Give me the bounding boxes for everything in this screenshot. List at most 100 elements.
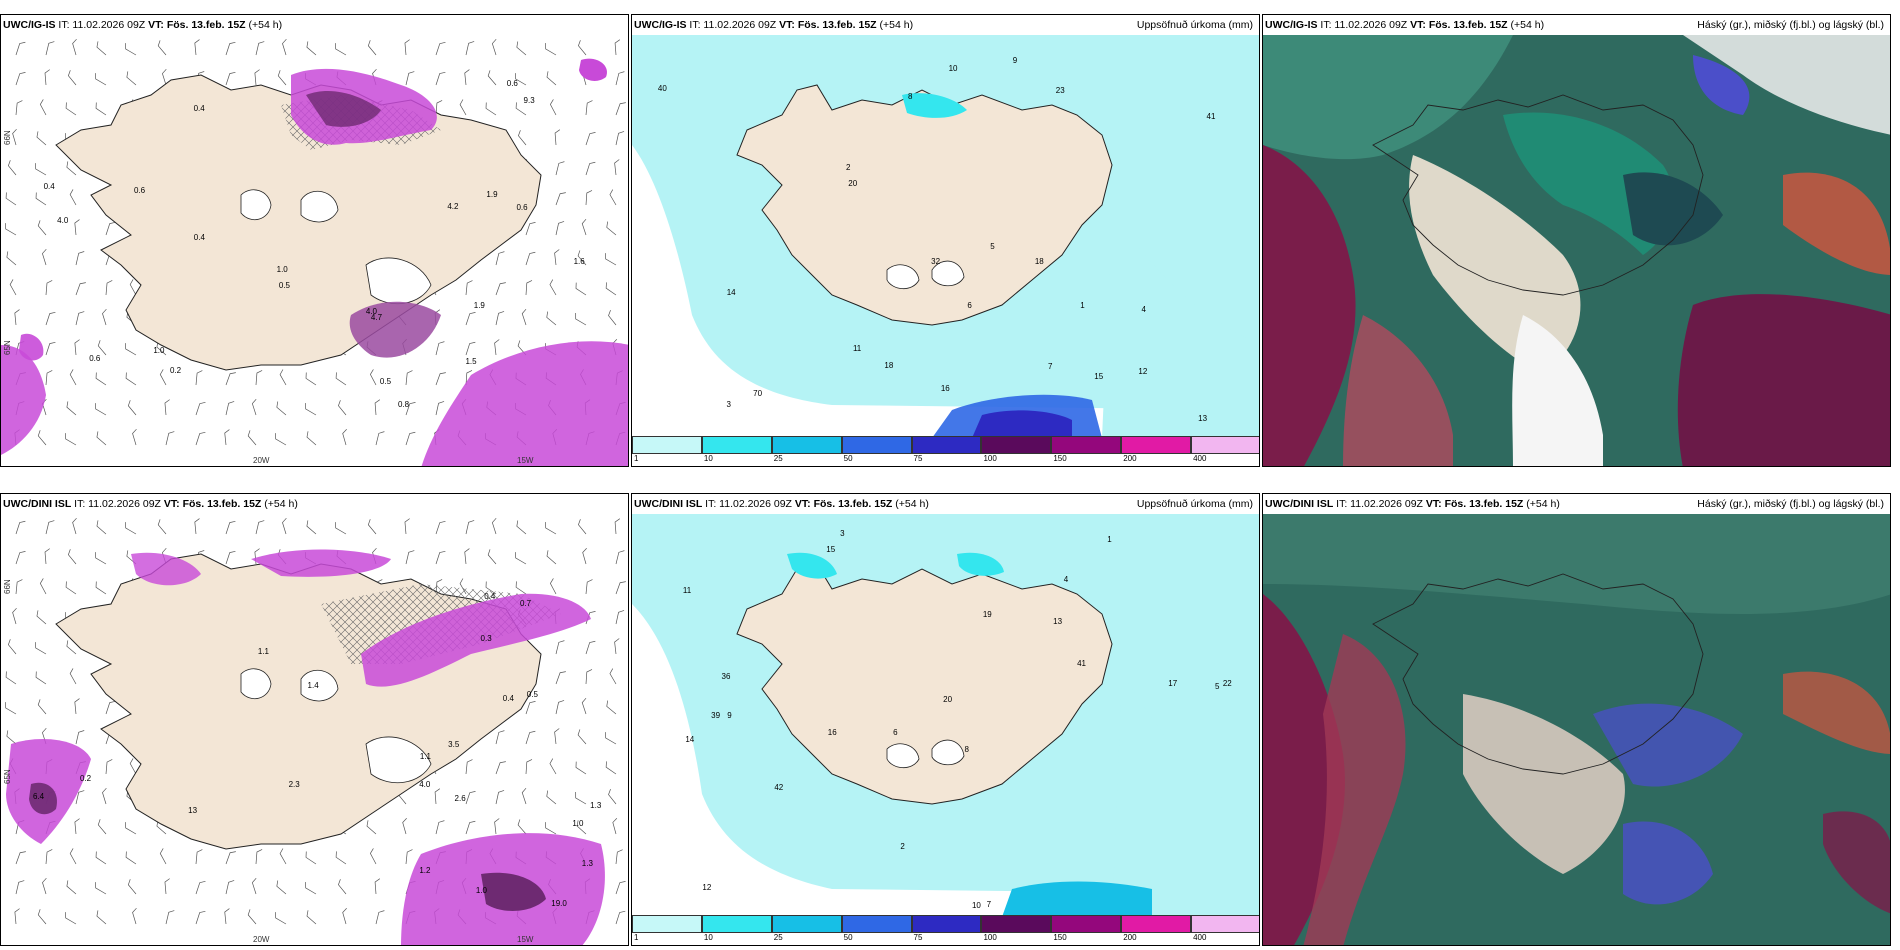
wind-barb [546,311,557,326]
precip-value-label: 32 [931,256,941,266]
precip-value-label: 19 [982,609,992,619]
wind-barb [434,788,441,805]
precip-value-label: 0.2 [79,773,92,783]
wind-barb [66,640,77,655]
wind-barb [405,71,415,86]
colorbar-segment [632,436,702,454]
cloud-cover-map-dini: UWC/DINI ISL IT: 11.02.2026 09Z VT: Fös.… [1262,493,1891,946]
precip-value-label: 1.2 [419,866,431,876]
wind-barb [255,370,263,386]
wind-barb [576,820,587,835]
precip-value-label: 15 [826,545,836,555]
wind-barb [75,730,85,745]
precip-value-label: 1.0 [572,818,584,828]
precip-value-label: 7 [986,899,992,909]
wind-barb [195,401,206,416]
wind-barb [69,189,77,206]
wind-barb [515,581,527,595]
wind-barb [254,69,260,86]
wind-barb [495,761,506,775]
colorbar-tick: 1 [634,933,639,942]
precip-value-label: 11 [852,344,862,354]
precip-value-label: 9 [727,710,732,720]
wind-barb [95,581,107,595]
wind-barb [96,520,107,535]
wind-barb [15,100,23,116]
precip-value-label: 17 [1168,679,1178,689]
wind-barb [45,311,56,326]
precip-value-label: 4 [1141,305,1146,315]
wind-barb [37,699,47,715]
colorbar-tick: 100 [983,933,997,942]
wind-barb [7,639,17,655]
wind-barb [405,370,413,386]
wind-barb [435,71,446,86]
lat-label-65n: 65N [3,340,12,355]
precip-value-label: 8 [907,91,913,101]
precip-value-label: 0.6 [506,79,518,89]
wind-barb [546,550,557,565]
wind-barb [276,401,287,416]
precip-value-label: 14 [726,288,736,298]
wind-barb [338,879,347,895]
precip-value-label: 12 [1138,366,1148,376]
wind-barb [6,251,17,266]
wind-barb [5,671,17,685]
colorbar-tick: 10 [703,933,713,942]
panel-title: UWC/DINI ISL IT: 11.02.2026 09Z VT: Fös.… [632,494,1259,514]
wind-barb [585,190,593,206]
precip-value-label: 36 [721,672,731,682]
precip-value-label: 5 [990,242,995,252]
wind-barb [159,369,167,386]
precip-value-label: 1 [1080,300,1085,310]
wind-barb [465,520,475,535]
colorbar-segment [1191,915,1259,933]
wind-barb [39,99,47,116]
wind-barb [72,517,77,535]
precip-value-label: 2.3 [288,779,300,789]
wind-barb [487,549,497,565]
wind-barb [554,249,560,266]
panel-title: UWC/IG-IS IT: 11.02.2026 09Z VT: Fös. 13… [1,15,628,35]
wind-barb [585,100,593,116]
wind-barb [338,400,347,416]
wind-barb [255,849,263,865]
wind-precip-map-igis: UWC/IG-IS IT: 11.02.2026 09Z VT: Fös. 13… [0,14,629,467]
lat-label-66n: 66N [3,130,12,145]
wind-barb [555,671,566,685]
wind-barb [465,41,475,56]
wind-barb [582,547,587,565]
wind-barb [367,40,377,56]
wind-barb [459,99,467,116]
wind-barb [15,520,26,535]
wind-barb [74,698,80,715]
wind-barb [15,579,23,595]
wind-barb [96,910,107,925]
wind-barb [102,787,107,805]
wind-barb [5,702,17,715]
wind-barb [95,102,107,116]
precip-value-label: 3 [840,528,845,538]
precip-value-label: 41 [1206,111,1216,121]
wind-barb [275,433,287,446]
precip-value-label: 4.2 [447,202,459,212]
wind-barb [465,370,473,386]
wind-barb [255,41,265,56]
wind-barb [69,369,77,386]
colorbar-tick: 400 [1193,454,1207,463]
panel-title: UWC/IG-IS IT: 11.02.2026 09Z VT: Fös. 13… [1263,15,1890,35]
wind-barb [546,790,557,805]
wind-barb [5,192,17,206]
precip-value-label: 0.4 [193,232,205,242]
colorbar-segment [981,436,1052,454]
wind-barb [521,308,527,326]
wind-barb [75,251,85,266]
wind-barb [35,671,47,685]
wind-barb [465,280,473,296]
wind-barb [69,848,77,865]
wind-barb [516,520,527,535]
wind-barb [36,131,47,146]
map-canvas [5,517,626,945]
wind-barb [305,372,317,386]
wind-barb [549,99,557,116]
